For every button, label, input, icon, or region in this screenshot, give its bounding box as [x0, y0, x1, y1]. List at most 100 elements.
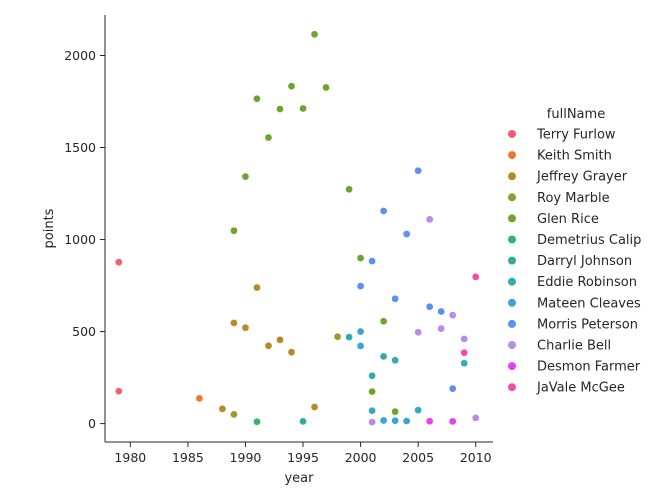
data-points — [114, 30, 480, 426]
legend-marker — [508, 235, 516, 244]
data-point-mateen-cleaves — [356, 342, 365, 350]
data-point-roy-marble — [230, 410, 238, 419]
data-point-morris-peterson — [414, 166, 423, 175]
data-point-demetrius-calip — [253, 417, 261, 426]
legend-title: fullName — [547, 107, 605, 122]
legend-item-morris-peterson: Morris Peterson — [508, 317, 638, 332]
x-tick-label: 1990 — [230, 450, 262, 465]
y-ticks: 0 500 1000 1500 2000 — [64, 48, 105, 431]
data-point-morris-peterson — [402, 230, 411, 238]
data-point-mateen-cleaves — [391, 416, 399, 425]
legend-item-roy-marble: Roy Marble — [508, 191, 610, 206]
data-point-jeffrey-grayer — [253, 283, 261, 292]
x-tick-label: 2005 — [402, 450, 434, 465]
data-point-charlie-bell — [414, 328, 423, 337]
data-point-javale-mcgee — [471, 273, 480, 281]
legend-label: Keith Smith — [537, 149, 612, 164]
data-point-jeffrey-grayer — [287, 348, 296, 357]
legend-item-terry-furlow: Terry Furlow — [508, 128, 616, 143]
data-point-morris-peterson — [379, 207, 388, 215]
data-point-charlie-bell — [448, 311, 457, 320]
x-tick-label: 1980 — [114, 450, 146, 465]
data-point-eddie-robinson — [345, 333, 353, 341]
legend: fullName Terry Furlow Keith Smith Jeffrey … — [508, 107, 641, 396]
data-point-mateen-cleaves — [379, 416, 388, 425]
x-tick-label: 1985 — [172, 450, 204, 465]
legend-label: Demetrius Calip — [537, 233, 641, 248]
data-point-glen-rice — [391, 407, 399, 416]
data-point-glen-rice — [345, 185, 353, 194]
y-tick-label: 1500 — [64, 140, 96, 155]
data-point-mateen-cleaves — [368, 406, 376, 415]
data-point-mateen-cleaves — [356, 327, 365, 336]
data-point-glen-rice — [253, 94, 261, 103]
data-point-mateen-cleaves — [460, 359, 469, 368]
legend-marker — [508, 214, 516, 223]
y-tick-label: 1000 — [64, 232, 96, 247]
data-point-jeffrey-grayer — [230, 319, 238, 327]
data-point-eddie-robinson — [379, 352, 388, 361]
data-point-glen-rice — [276, 105, 284, 113]
legend-marker — [508, 362, 516, 371]
x-axis-title: year — [284, 471, 314, 486]
legend-marker — [508, 256, 516, 265]
data-point-javale-mcgee — [460, 348, 469, 357]
legend-label: JaVale McGee — [536, 381, 625, 396]
data-point-charlie-bell — [425, 215, 434, 224]
y-axis-title: points — [42, 208, 57, 248]
data-point-roy-marble — [333, 332, 342, 341]
data-point-glen-rice — [356, 254, 365, 262]
data-point-jeffrey-grayer — [241, 323, 250, 332]
legend-label: Terry Furlow — [536, 128, 616, 143]
legend-label: Darryl Johnson — [537, 254, 632, 269]
legend-marker — [508, 172, 516, 181]
legend-marker — [508, 298, 516, 307]
data-point-mateen-cleaves — [414, 406, 423, 415]
data-point-glen-rice — [322, 83, 330, 92]
data-point-desmon-farmer — [448, 417, 457, 426]
legend-label: Eddie Robinson — [537, 275, 637, 290]
legend-label: Charlie Bell — [537, 339, 611, 354]
legend-marker — [508, 151, 516, 160]
data-point-glen-rice — [379, 317, 388, 326]
legend-label: Morris Peterson — [537, 317, 638, 332]
data-point-glen-rice — [287, 82, 296, 91]
data-point-charlie-bell — [471, 414, 480, 422]
data-point-eddie-robinson — [391, 356, 399, 365]
data-point-darryl-johnson — [299, 417, 307, 426]
legend-label: Mateen Cleaves — [537, 296, 641, 311]
x-ticks: 1980 1985 1990 1995 2000 2005 2010 — [114, 442, 492, 465]
y-tick-label: 2000 — [64, 48, 96, 63]
axes — [104, 15, 493, 443]
data-point-eddie-robinson — [368, 371, 376, 380]
x-tick-label: 1995 — [287, 450, 319, 465]
legend-label: Glen Rice — [537, 212, 599, 227]
data-point-jeffrey-grayer — [276, 336, 284, 344]
data-point-glen-rice — [299, 104, 307, 113]
legend-marker — [508, 383, 516, 392]
data-point-morris-peterson — [425, 302, 434, 311]
legend-marker — [508, 130, 516, 138]
data-point-terry-furlow — [114, 258, 123, 267]
y-tick-label: 500 — [72, 324, 96, 339]
legend-item-javale-mcgee: JaVale McGee — [508, 381, 625, 396]
data-point-glen-rice — [310, 30, 319, 39]
data-point-desmon-farmer — [425, 417, 434, 426]
data-point-jeffrey-grayer — [218, 405, 227, 413]
legend-marker — [508, 341, 516, 349]
legend-label: Jeffrey Grayer — [536, 170, 628, 185]
legend-marker — [508, 193, 516, 202]
legend-marker — [508, 319, 516, 328]
legend-item-charlie-bell: Charlie Bell — [508, 339, 611, 354]
legend-item-mateen-cleaves: Mateen Cleaves — [508, 296, 641, 311]
x-tick-label: 2000 — [345, 450, 377, 465]
data-point-charlie-bell — [460, 335, 469, 343]
data-point-morris-peterson — [437, 307, 446, 316]
y-tick-label: 0 — [88, 416, 96, 431]
data-point-mateen-cleaves — [402, 417, 411, 425]
legend-item-keith-smith: Keith Smith — [508, 149, 612, 164]
data-point-jeffrey-grayer — [310, 403, 319, 411]
data-point-glen-rice — [368, 387, 376, 396]
data-point-keith-smith — [195, 394, 204, 403]
